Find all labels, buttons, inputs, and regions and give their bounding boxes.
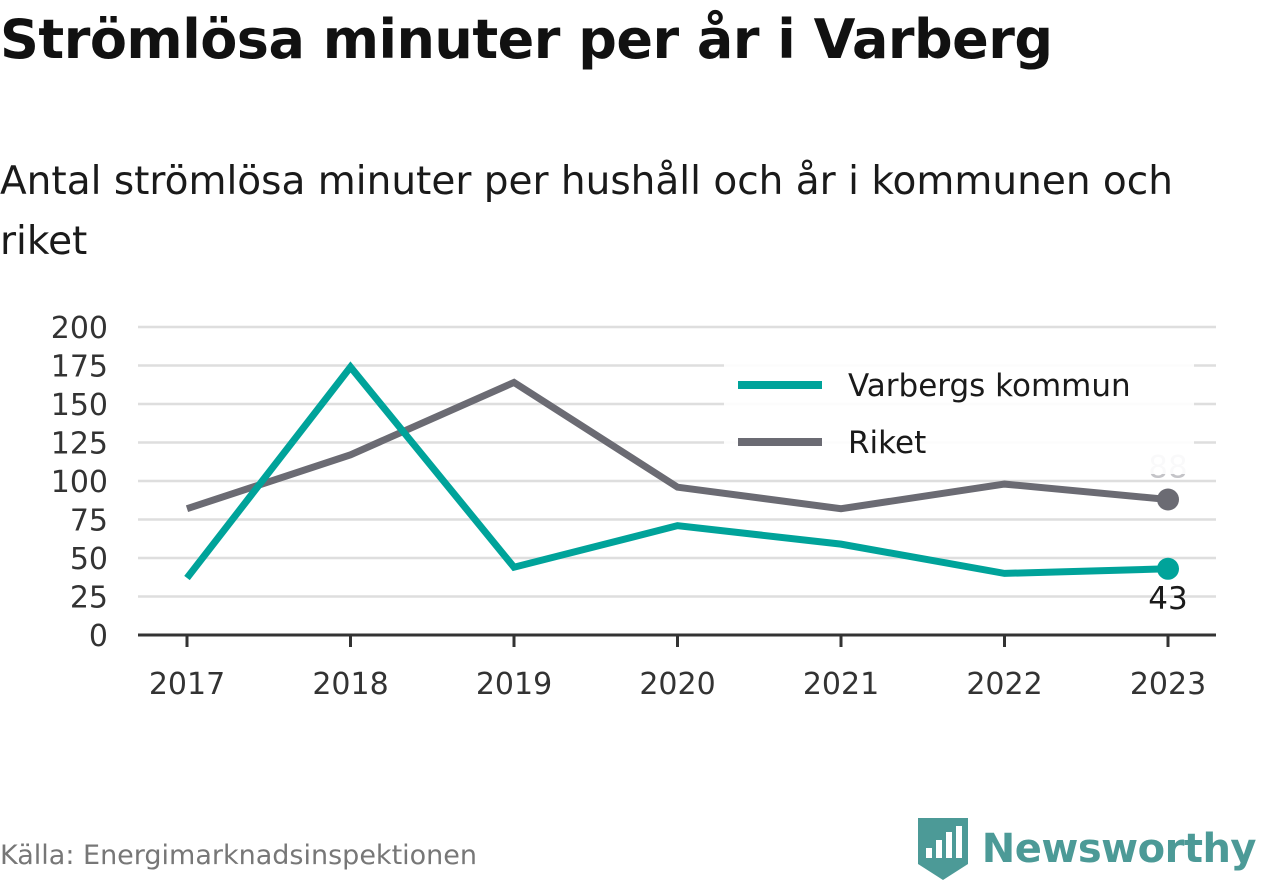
series-line-1	[185, 378, 1169, 513]
x-tick-label: 2020	[639, 667, 715, 702]
y-tick-label: 100	[51, 465, 108, 500]
chart-title: Strömlösa minuter per år i Varberg	[0, 8, 1053, 71]
source-note: Källa: Energimarknadsinspektionen	[0, 840, 478, 871]
legend-label-0: Varbergs kommun	[848, 368, 1131, 404]
y-tick-label: 25	[70, 581, 108, 616]
x-tick-label: 2021	[803, 667, 879, 702]
y-tick-label: 75	[70, 504, 108, 539]
series-end-point-0	[1157, 557, 1179, 580]
series-lines	[184, 361, 1179, 581]
x-tick-label: 2023	[1130, 667, 1206, 702]
y-tick-label: 0	[89, 619, 108, 654]
legend-background	[724, 356, 1194, 474]
legend: Varbergs kommun Riket	[724, 356, 1194, 474]
y-tick-label: 150	[51, 388, 108, 423]
brand-name: Newsworthy	[981, 826, 1257, 872]
x-tick-label: 2017	[149, 667, 225, 702]
end-labels: 8843	[1148, 449, 1187, 616]
x-axis: 2017 2018 2019 2020 2021 2022 2023	[138, 633, 1216, 702]
x-tick-label: 2022	[966, 667, 1042, 702]
bar-chart-pin-icon	[917, 818, 968, 880]
x-tick-label: 2019	[476, 667, 552, 702]
brand-logo: Newsworthy	[917, 818, 1257, 880]
legend-label-1: Riket	[848, 425, 926, 461]
series-line-0	[184, 361, 1169, 581]
chart-subtitle: Antal strömlösa minuter per hushåll och …	[0, 159, 1173, 264]
end-value-label-0: 43	[1148, 581, 1187, 617]
y-tick-label: 50	[70, 542, 108, 577]
series-end-point-1	[1157, 488, 1179, 511]
y-tick-label: 125	[51, 427, 108, 462]
x-tick-label: 2018	[312, 667, 388, 702]
y-tick-label: 200	[51, 311, 108, 346]
y-tick-label: 175	[51, 350, 108, 385]
